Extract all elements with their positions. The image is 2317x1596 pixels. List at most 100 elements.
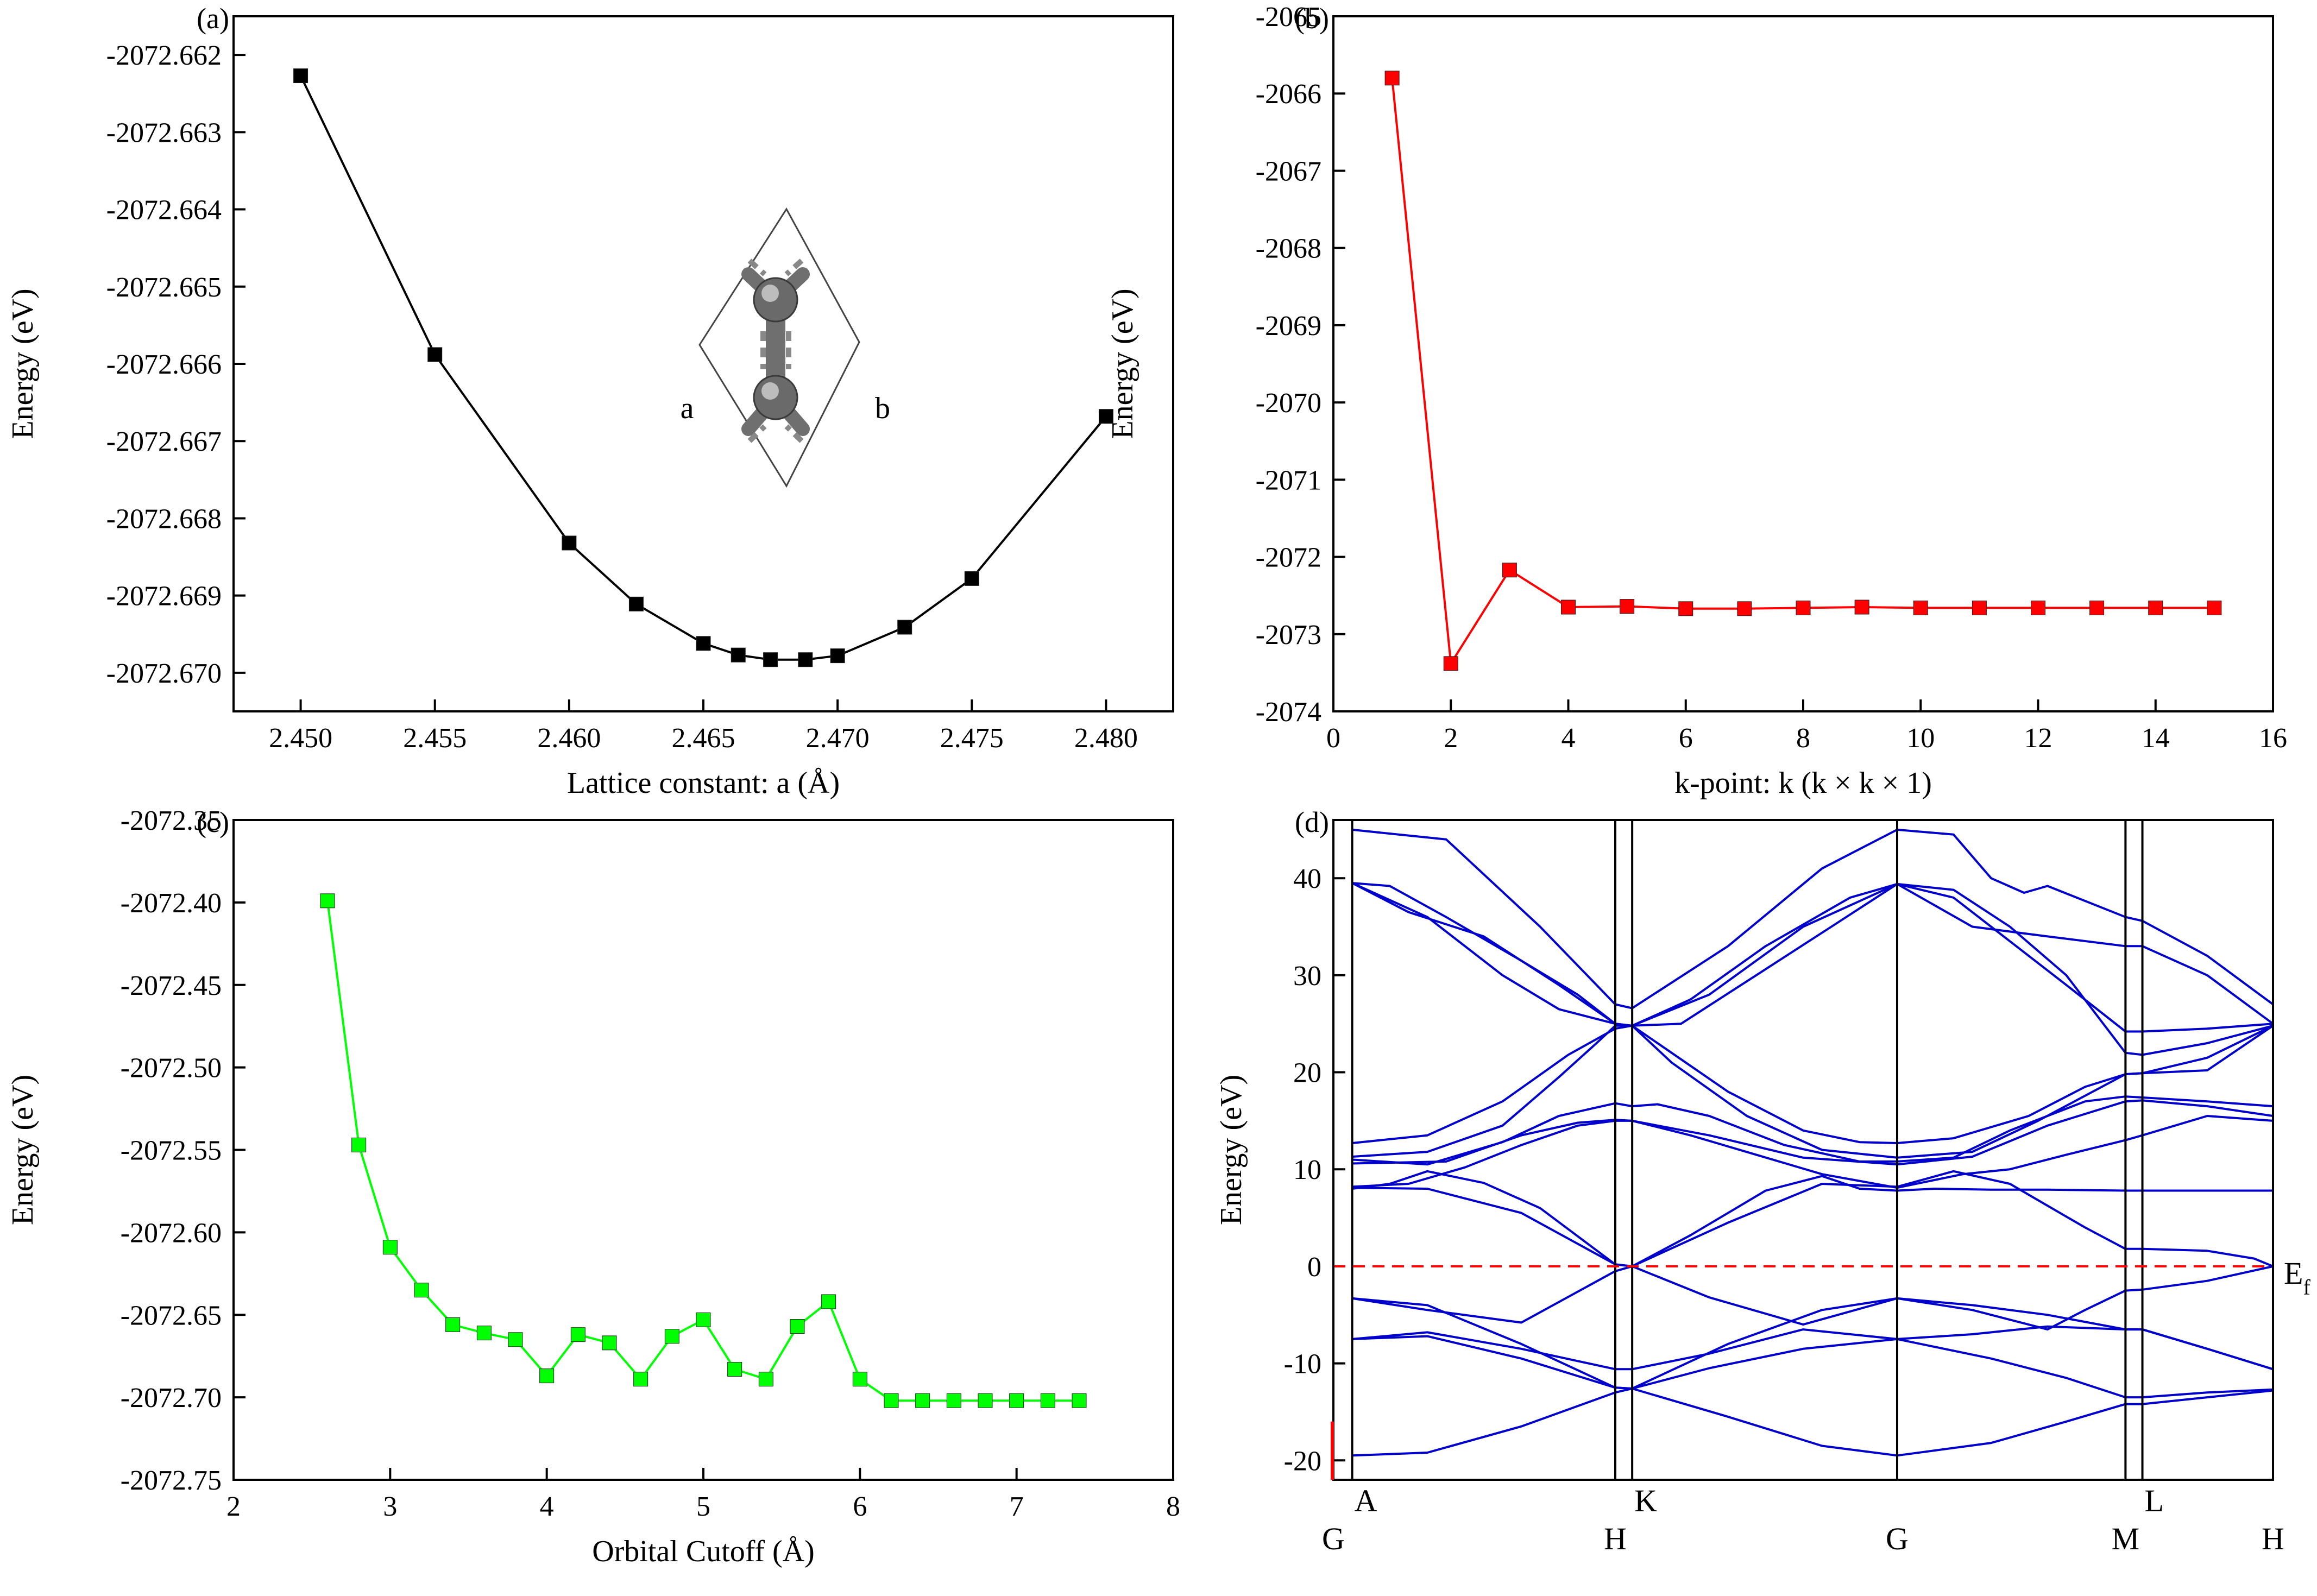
- data-point: [351, 1137, 367, 1152]
- x-tick-label: 8: [1796, 723, 1810, 754]
- x-tick-label: 7: [1010, 1491, 1024, 1522]
- band-line: [1352, 1115, 2273, 1189]
- band-line: [1352, 828, 2273, 1010]
- y-axis-title: Energy (eV): [6, 1075, 40, 1225]
- y-tick-label: -2072.65: [121, 1300, 222, 1331]
- x-tick-label: 2.460: [537, 723, 601, 754]
- y-tick-label: -2069: [1256, 311, 1321, 342]
- data-point: [2148, 600, 2163, 615]
- data-point: [830, 648, 845, 664]
- y-tick-label: 0: [1307, 1252, 1321, 1283]
- y-axis-title: Energy (eV): [1214, 1075, 1248, 1225]
- y-tick-label: -2072.35: [121, 805, 222, 836]
- band-line: [1352, 1024, 2273, 1144]
- y-axis-title-group: Energy (eV): [6, 288, 40, 439]
- y-tick-label: -10: [1284, 1349, 1321, 1380]
- y-tick-label: 20: [1293, 1058, 1321, 1089]
- data-point: [1502, 563, 1517, 578]
- data-point: [1796, 600, 1811, 615]
- bond-dash: [747, 424, 767, 443]
- data-point: [664, 1329, 679, 1344]
- x-tick-label: 6: [1679, 723, 1693, 754]
- x-tick-label: 2.470: [806, 723, 870, 754]
- y-tick-label: 30: [1293, 961, 1321, 992]
- y-axis-title-group: Energy (eV): [1214, 1075, 1248, 1225]
- x-tick-label: 3: [383, 1491, 397, 1522]
- y-tick-label: -2072.665: [106, 272, 222, 303]
- x-tick-label: 2.475: [940, 723, 1004, 754]
- data-point: [602, 1335, 617, 1351]
- data-point: [1384, 71, 1400, 86]
- x-tick-label: 2.465: [672, 723, 735, 754]
- series-line: [299, 75, 1107, 661]
- y-tick-label: -2070: [1256, 388, 1321, 419]
- band-line: [1352, 1265, 2273, 1331]
- y-axis-title-group: Energy (eV): [6, 1075, 40, 1225]
- data-point: [1040, 1393, 1055, 1408]
- data-point: [508, 1332, 523, 1347]
- y-axis-title-group: Energy (eV): [1106, 288, 1139, 439]
- x-tick-label: 0: [1326, 723, 1340, 754]
- data-point: [790, 1319, 805, 1334]
- x-tick-label: 8: [1166, 1491, 1180, 1522]
- y-tick-label: -2071: [1256, 465, 1321, 496]
- y-tick-label: -2068: [1256, 234, 1321, 264]
- data-point: [915, 1393, 930, 1408]
- panel-label: (b): [1295, 2, 1329, 35]
- x-tick-label: 5: [696, 1491, 710, 1522]
- data-point: [628, 596, 644, 611]
- data-point: [570, 1327, 585, 1342]
- data-point: [1913, 600, 1928, 615]
- y-tick-label: -2073: [1256, 620, 1321, 651]
- data-point: [821, 1294, 836, 1309]
- data-point: [1972, 600, 1987, 615]
- data-point: [946, 1393, 961, 1408]
- x-axis-title: Orbital Cutoff (Å): [592, 1535, 815, 1568]
- atom-highlight: [761, 285, 779, 302]
- band-line: [1352, 1170, 2273, 1267]
- fermi-label: Ef: [2284, 1256, 2310, 1299]
- data-point: [1561, 600, 1576, 615]
- data-point: [1072, 1393, 1087, 1408]
- x-tick-label: 2: [226, 1491, 241, 1522]
- band-line: [1352, 1325, 2273, 1371]
- data-point: [2089, 600, 2105, 615]
- data-point: [964, 571, 979, 586]
- data-point: [382, 1240, 398, 1255]
- fermi-label-main: E: [2284, 1256, 2303, 1291]
- data-point: [2031, 600, 2045, 615]
- data-point: [414, 1283, 429, 1298]
- x-tick-label: 2.450: [269, 723, 332, 754]
- band-line: [1352, 1099, 2273, 1166]
- data-point: [1737, 601, 1752, 616]
- data-point: [2207, 600, 2222, 615]
- band-line: [1351, 882, 2273, 1056]
- panel-label: (a): [197, 2, 229, 35]
- x-tick-label: 14: [2142, 723, 2170, 754]
- kpoint-label-top: A: [1355, 1483, 1377, 1518]
- y-tick-label: -2072.663: [106, 117, 222, 148]
- y-tick-label: -2072.45: [121, 970, 222, 1001]
- y-tick-label: -2072.668: [106, 503, 222, 534]
- band-line: [1352, 1335, 2273, 1399]
- data-point: [633, 1372, 648, 1387]
- bond-dash: [784, 258, 804, 276]
- bands-group: [1351, 828, 2273, 1457]
- y-tick-label: -2072: [1256, 542, 1321, 573]
- y-tick-label: -2072.50: [121, 1053, 222, 1084]
- plot-frame: [232, 15, 1174, 712]
- data-point: [1620, 599, 1635, 614]
- kpoint-label-bottom: G: [1886, 1521, 1909, 1556]
- kpoint-label-bottom: M: [2112, 1521, 2140, 1556]
- data-point: [1098, 409, 1113, 424]
- y-tick-label: -2072.75: [121, 1465, 222, 1496]
- band-line: [1352, 1024, 2273, 1159]
- data-point: [427, 347, 443, 362]
- inset-label-b: b: [875, 392, 890, 425]
- y-tick-label: -2072.55: [121, 1136, 222, 1166]
- y-tick-label: -2072.664: [106, 195, 222, 226]
- data-point: [539, 1368, 555, 1384]
- data-point: [696, 636, 711, 651]
- y-tick-label: -2072.667: [106, 426, 222, 457]
- panel-c: (c) 2 3 4 5 6 7 8 -2072.75 -2072.70 -2072.65 -2072.…: [6, 805, 1180, 1568]
